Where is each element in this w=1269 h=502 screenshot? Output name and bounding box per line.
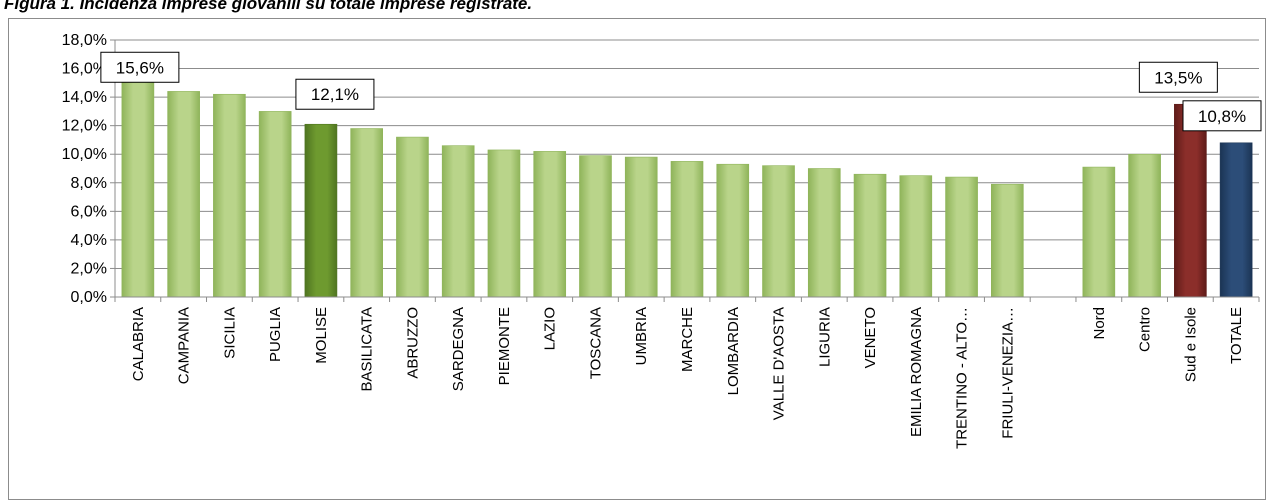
x-category-label: LIGURIA [816, 307, 833, 367]
bar-umbria [624, 156, 658, 298]
x-category-label: Centro [1137, 307, 1154, 352]
x-category-label: Nord [1091, 307, 1108, 340]
data-label-box [1182, 100, 1262, 132]
axes: 0,0% 2,0% 4,0% 6,0% 8,0% 10,0% 12,0% 14,0% 16,0%… [62, 32, 1260, 449]
x-category-label: TOTALE [1228, 307, 1245, 364]
bar-totale [1219, 142, 1253, 298]
x-category-label: MARCHE [679, 307, 696, 372]
x-category-label: LAZIO [542, 307, 559, 350]
x-category-label: UMBRIA [633, 307, 650, 365]
bar-liguria [807, 168, 841, 298]
data-label-box [295, 78, 375, 110]
data-label-text: 13,5% [1154, 68, 1202, 87]
bar-toscana [579, 155, 612, 298]
bar-sud-e-isole [1174, 103, 1207, 298]
y-tick-label: 2,0% [71, 260, 107, 277]
data-labels: 15,6% 12,1% 13,5% 10,8% [100, 51, 1262, 132]
x-category-label: SARDEGNA [450, 307, 467, 391]
y-tick-label: 0,0% [71, 289, 107, 306]
y-tick-label: 8,0% [71, 175, 107, 192]
bar-calabria [121, 73, 155, 298]
y-tick-label: 14,0% [62, 89, 107, 106]
bar-piemonte [487, 149, 521, 298]
bar-centro [1128, 153, 1161, 298]
bar-puglia [258, 111, 292, 298]
x-category-label: EMILIA ROMAGNA [908, 307, 925, 437]
y-tick-label: 18,0% [62, 32, 107, 49]
bar-nord [1082, 166, 1116, 298]
data-label: 10,8% [1182, 100, 1262, 132]
x-category-label: TRENTINO - ALTO… [954, 307, 971, 449]
x-category-label: VENETO [862, 307, 879, 368]
x-category-label: SICILIA [221, 307, 238, 359]
bar-sicilia [213, 93, 246, 298]
x-category-label: PUGLIA [267, 307, 284, 362]
bar-valle-d-aosta [762, 165, 795, 298]
data-label-text: 12,1% [311, 85, 359, 104]
bar-trentino-alto [945, 176, 978, 298]
bar-veneto [853, 173, 887, 298]
data-label: 15,6% [100, 51, 180, 83]
bar-marche [670, 161, 704, 298]
x-category-label: CALABRIA [130, 307, 147, 381]
bar-campania [167, 91, 200, 298]
bar-lazio [533, 151, 567, 298]
x-category-label: VALLE D'AOSTA [771, 307, 788, 420]
x-category-label: LOMBARDIA [725, 307, 742, 395]
x-category-label: CAMPANIA [176, 307, 193, 384]
bar-molise [304, 123, 338, 298]
data-label-text: 15,6% [116, 58, 164, 77]
data-label: 12,1% [295, 78, 375, 110]
bar-abruzzo [396, 136, 429, 298]
x-category-label: Sud e Isole [1182, 307, 1199, 382]
x-category-label: FRIULI-VENEZIA… [999, 307, 1016, 439]
x-category-label: ABRUZZO [404, 307, 421, 379]
bar-basilicata [350, 128, 383, 298]
bar-chart: 0,0% 2,0% 4,0% 6,0% 8,0% 10,0% 12,0% 14,0% 16,0%… [62, 32, 1262, 449]
bars [121, 73, 1253, 298]
data-label: 13,5% [1138, 61, 1218, 93]
x-category-label: MOLISE [313, 307, 330, 364]
y-tick-label: 12,0% [62, 118, 107, 135]
bar-lombardia [716, 163, 750, 298]
bar-emilia-romagna [899, 175, 933, 298]
x-category-label: BASILICATA [359, 307, 376, 391]
figure-title: Figura 1. Incidenza imprese giovanili su… [4, 0, 533, 13]
data-label-box [1138, 61, 1218, 93]
bar-sardegna [441, 145, 475, 298]
y-tick-label: 6,0% [71, 203, 107, 220]
chart-frame: 0,0% 2,0% 4,0% 6,0% 8,0% 10,0% 12,0% 14,0% 16,0%… [8, 18, 1266, 500]
y-tick-label: 16,0% [62, 61, 107, 78]
data-label-box [100, 51, 180, 83]
y-tick-label: 4,0% [71, 232, 107, 249]
y-tick-label: 10,0% [62, 146, 107, 163]
data-label-text: 10,8% [1198, 107, 1246, 126]
x-category-label: TOSCANA [587, 307, 604, 379]
x-category-label: PIEMONTE [496, 307, 513, 385]
bar-friuli-venezia [991, 183, 1024, 298]
